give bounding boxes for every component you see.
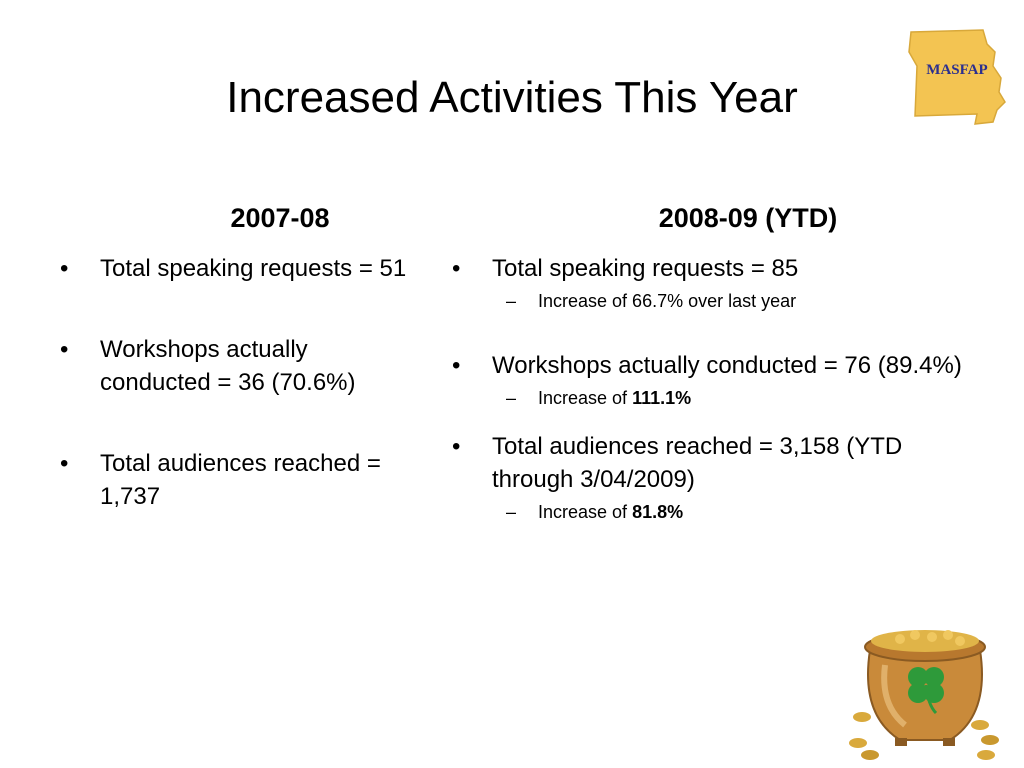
list-item: • Total audiences reached = 3,158 (YTD t…: [452, 430, 972, 524]
dash-glyph: –: [506, 388, 517, 408]
bullet-line: • Total speaking requests = 85: [452, 252, 972, 285]
slide-title: Increased Activities This Year: [226, 73, 798, 122]
sub-bullet: – Increase of 81.8%: [452, 500, 972, 524]
sub-bullet: – Increase of 111.1%: [452, 386, 972, 410]
bullet-glyph: •: [60, 255, 69, 282]
list-item: • Total audiences reached = 1,737: [60, 447, 420, 513]
list-item: • Workshops actually conducted = 36 (70.…: [60, 333, 420, 399]
dash-glyph: –: [506, 291, 517, 311]
list-item: • Total speaking requests = 51: [60, 252, 420, 285]
sub-bullet-text: Increase of: [538, 502, 633, 522]
bullet-line: • Workshops actually conducted = 76 (89.…: [452, 349, 972, 382]
bullet-text: Workshops actually conducted = 36 (70.6%…: [100, 336, 356, 396]
bullet-line: • Total audiences reached = 3,158 (YTD t…: [452, 430, 972, 496]
column-heading-2008-09: 2008-09 (YTD): [658, 203, 838, 233]
list-item: • Workshops actually conducted = 76 (89.…: [452, 349, 972, 410]
sub-bullet-text: Increase of 66.7% over last year: [538, 291, 797, 311]
missouri-state-icon: [908, 29, 1006, 125]
masfap-logo: MASFAP: [905, 26, 1009, 126]
bullet-text: Total speaking requests = 85: [492, 255, 799, 282]
bullet-glyph: •: [452, 433, 461, 460]
logo-text: MASFAP: [926, 62, 988, 78]
sub-bullet: – Increase of 66.7% over last year: [452, 289, 972, 313]
left-bullet-list: • Total speaking requests = 51 • Worksho…: [60, 252, 420, 513]
list-item: • Total speaking requests = 85 – Increas…: [452, 252, 972, 313]
bullet-text: Workshops actually conducted = 76 (89.4%…: [492, 352, 962, 379]
bullet-text: Total audiences reached = 1,737: [100, 450, 381, 510]
clover-icon: [908, 667, 944, 715]
pot-of-gold-icon: [849, 630, 999, 760]
bullet-glyph: •: [60, 450, 69, 477]
bullet-text: Total speaking requests = 51: [100, 255, 407, 282]
right-bullet-list: • Total speaking requests = 85 – Increas…: [452, 252, 972, 524]
dash-glyph: –: [506, 502, 517, 522]
sub-bullet-value: 111.1%: [632, 388, 692, 408]
column-heading-2007-08: 2007-08: [230, 203, 330, 233]
bullet-glyph: •: [452, 255, 461, 282]
sub-bullet-text: Increase of: [538, 388, 633, 408]
bullet-glyph: •: [60, 336, 69, 363]
sub-bullet-value: 81.8%: [632, 502, 684, 522]
bullet-glyph: •: [452, 352, 461, 379]
bullet-text: Total audiences reached = 3,158 (YTD thr…: [492, 433, 903, 493]
